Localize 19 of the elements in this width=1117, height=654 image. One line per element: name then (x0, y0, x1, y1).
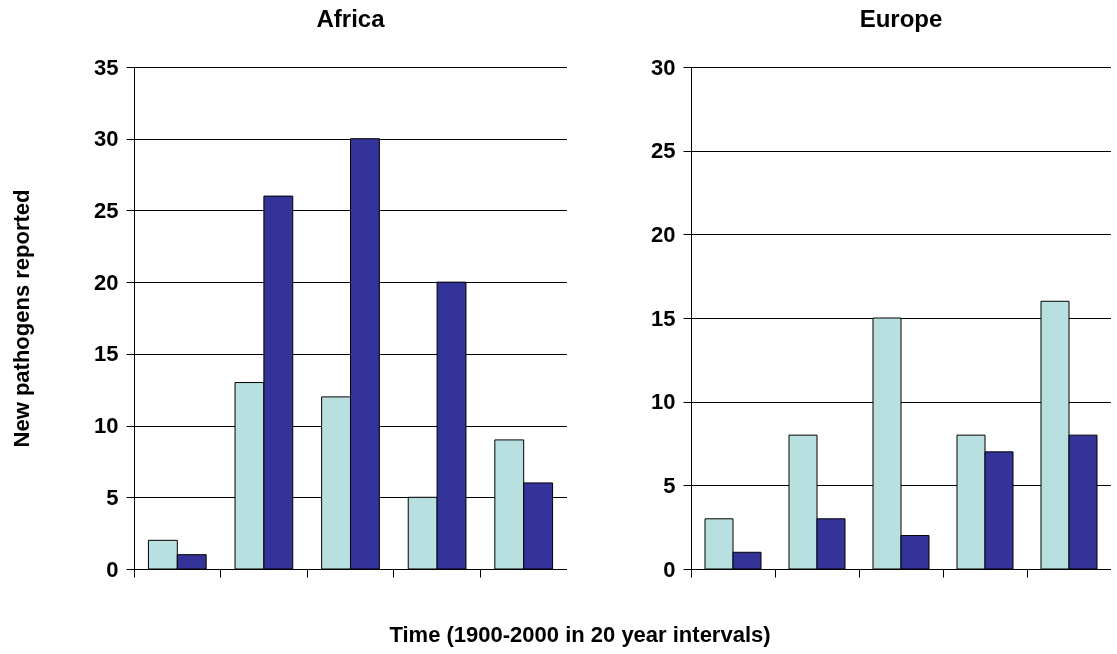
y-tick-label: 5 (106, 484, 119, 510)
y-tick-label: 20 (94, 269, 119, 295)
y-tick-label: 30 (94, 126, 119, 152)
y-tick-label: 15 (94, 341, 119, 367)
y-tick-label: 35 (94, 54, 119, 80)
chart-title: Europe (859, 5, 943, 32)
y-tick-label: 0 (663, 556, 676, 582)
chart-title: Africa (316, 5, 386, 32)
y-tick-label: 25 (94, 197, 119, 223)
y-tick-label: 20 (651, 221, 676, 247)
y-tick-label: 25 (651, 138, 676, 164)
y-tick-label: 10 (94, 413, 119, 439)
x-axis-title: Time (1900-2000 in 20 year intervals) (388, 622, 772, 648)
y-tick-label: 15 (651, 305, 676, 331)
y-tick-label: 0 (106, 556, 119, 582)
y-tick-label: 10 (651, 389, 676, 415)
y-axis-title: New pathogens reported (9, 189, 35, 448)
y-tick-label: 30 (651, 54, 676, 80)
y-tick-label: 5 (663, 472, 676, 498)
